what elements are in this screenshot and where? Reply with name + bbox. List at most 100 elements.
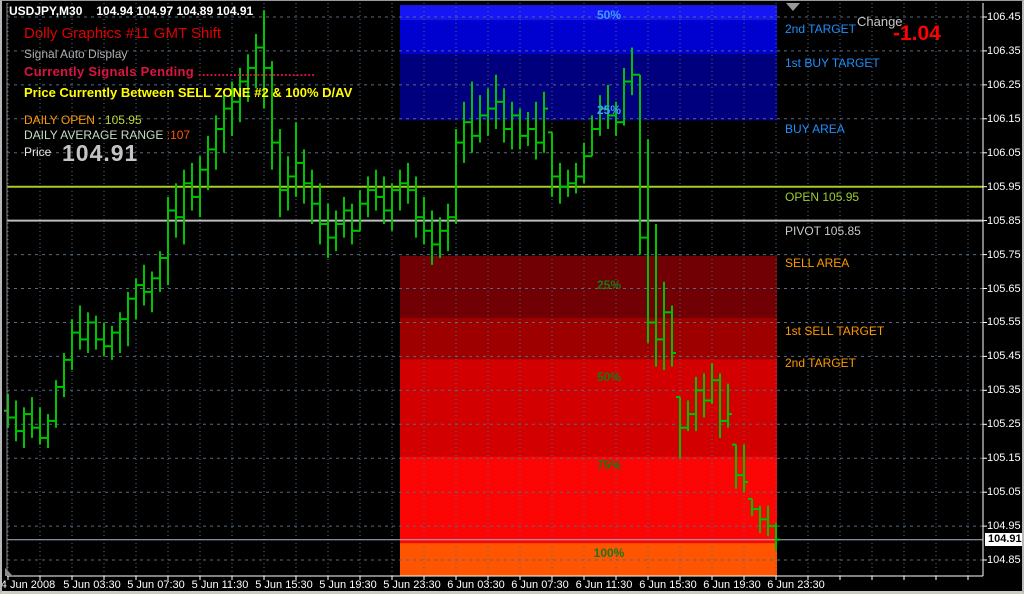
time-tick-label: 6 Jun 23:30 [767, 579, 825, 591]
price-bar [44, 414, 52, 448]
price-bar [532, 101, 540, 160]
level-label-2nd-target: 2nd TARGET [785, 22, 856, 36]
price-bar [84, 312, 92, 353]
price-tick-label: 106.15 [987, 113, 1021, 125]
price-bar [268, 61, 276, 170]
zone-band [400, 359, 777, 457]
price-bar [356, 190, 364, 232]
price-tick-label: 105.25 [987, 418, 1021, 430]
price-bar [748, 497, 756, 516]
price-position-label: Price Currently Between SELL ZONE #2 & 1… [24, 85, 353, 100]
time-tick-label: 4 Jun 2008 [0, 579, 56, 591]
price-bar [636, 73, 644, 255]
price-bar [540, 91, 548, 153]
current-price-readout: 104.91 [62, 140, 139, 166]
price-bar [156, 251, 164, 292]
zone-pct-label: 75% [596, 458, 622, 472]
price-tick-label: 106.25 [987, 79, 1021, 91]
price-bar [196, 156, 204, 218]
price-bar [140, 264, 148, 306]
price-bar [708, 363, 716, 404]
price-bar [500, 88, 508, 143]
price-bar [428, 210, 436, 265]
chart-title-info: USDJPY,M30 104.94 104.97 104.89 104.91 [9, 4, 253, 18]
price-bar [228, 81, 236, 136]
zone-pct-label: 25% [596, 103, 622, 117]
zone-band [400, 255, 777, 318]
change-caption: Change [857, 14, 903, 29]
price-bar [684, 400, 692, 432]
time-tick-label: 6 Jun 03:30 [447, 579, 505, 591]
price-bar [580, 142, 588, 184]
zone-band [400, 20, 777, 55]
price-bar [52, 380, 60, 428]
price-bar [420, 196, 428, 245]
price-bar [516, 108, 524, 150]
price-bar [628, 47, 636, 96]
price-bar [524, 112, 532, 146]
price-bar [700, 373, 708, 418]
price-tick-label: 106.05 [987, 147, 1021, 159]
zone-pct-label: 25% [596, 278, 622, 292]
level-label-open-105-95: OPEN 105.95 [785, 190, 860, 204]
price-tick-label: 105.95 [987, 181, 1021, 193]
price-bar [612, 101, 620, 136]
zone-band [400, 54, 777, 121]
price-bar [348, 203, 356, 245]
price-tick-label: 105.55 [987, 316, 1021, 328]
price-bar [620, 67, 628, 126]
price-bar [468, 81, 476, 153]
daily-open-label: DAILY OPEN [24, 113, 95, 127]
time-tick-label: 5 Jun 11:30 [191, 579, 249, 591]
price-bar [12, 400, 20, 442]
price-bar [124, 291, 132, 347]
price-bar [276, 129, 284, 218]
price-bar [764, 505, 772, 537]
ohlc-values: 104.94 104.97 104.89 104.91 [96, 4, 254, 18]
price-bar [148, 271, 156, 313]
price-bar [300, 149, 308, 204]
price-tick-label: 106.45 [987, 11, 1021, 23]
daily-average-range-row: DAILY AVERAGE RANGE :107 [24, 128, 190, 142]
price-bar [508, 101, 516, 150]
price-bar [644, 139, 652, 343]
price-bar [212, 115, 220, 170]
price-bar [92, 315, 100, 350]
price-bar [220, 95, 228, 153]
price-bar [716, 373, 724, 438]
price-bar [676, 396, 684, 459]
price-bar [244, 54, 252, 102]
time-tick-label: 5 Jun 07:30 [127, 579, 185, 591]
daily-open-value: : 105.95 [98, 113, 142, 127]
zone-band [400, 5, 777, 21]
symbol-period-label: USDJPY,M30 [9, 4, 83, 18]
price-bar [652, 224, 660, 367]
price-bar [100, 322, 108, 357]
price-bar [388, 183, 396, 231]
daily-average-range-label: DAILY AVERAGE RANGE [24, 128, 164, 142]
price-bar [604, 84, 612, 129]
time-tick-label: 5 Jun 03:30 [63, 579, 121, 591]
price-tick-label: 105.65 [987, 283, 1021, 295]
price-bar [444, 203, 452, 252]
price-bar [204, 135, 212, 191]
price-bar [492, 74, 500, 129]
price-bar [436, 217, 444, 258]
price-bar [692, 376, 700, 432]
price-bar [180, 169, 188, 245]
level-label-1st-buy-target: 1st BUY TARGET [785, 56, 880, 70]
price-tick-label: 105.15 [987, 452, 1021, 464]
level-label-2nd-target: 2nd TARGET [785, 356, 856, 370]
price-bar [460, 101, 468, 163]
price-bar [564, 169, 572, 197]
price-tick-label: 105.45 [987, 350, 1021, 362]
time-tick-label: 5 Jun 23:30 [383, 579, 441, 591]
time-tick-label: 5 Jun 15:30 [255, 579, 313, 591]
price-bar [396, 169, 404, 211]
price-bar [660, 281, 668, 370]
price-bar [252, 34, 260, 89]
signal-status-label: Currently Signals Pending ..............… [24, 64, 316, 79]
time-tick-label: 6 Jun 11:30 [575, 579, 633, 591]
chart-shift-marker-icon[interactable] [786, 3, 800, 11]
